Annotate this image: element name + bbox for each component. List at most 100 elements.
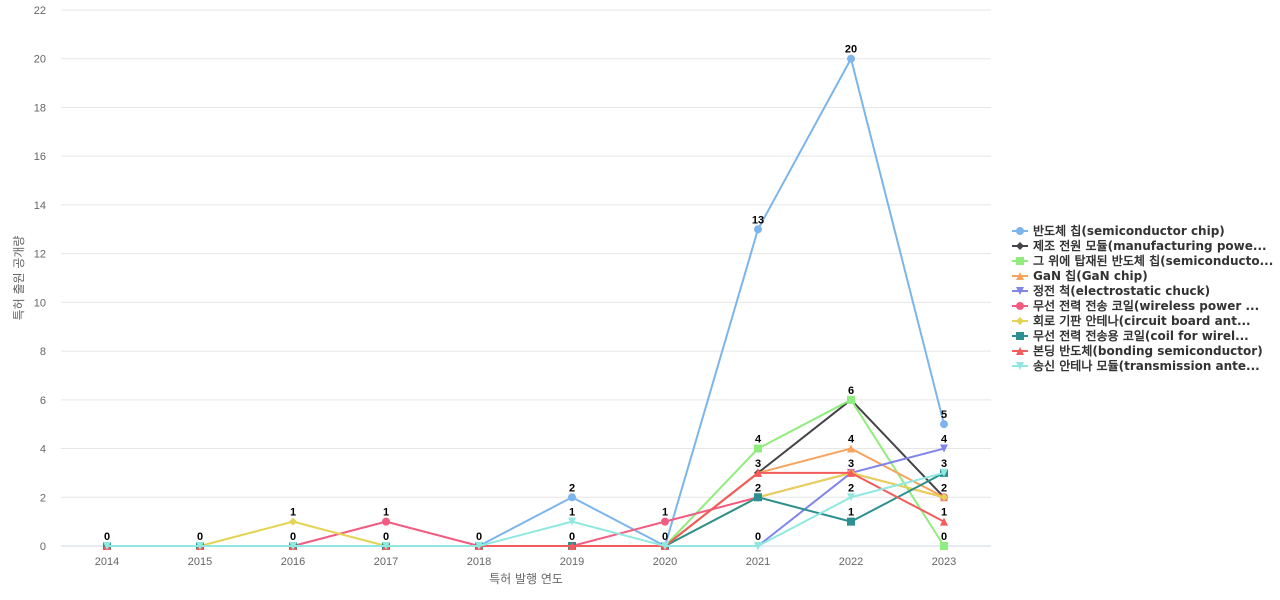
data-point bbox=[940, 444, 948, 453]
data-label: 0 bbox=[290, 531, 296, 543]
legend-marker bbox=[1016, 332, 1024, 340]
legend-item[interactable]: 반도체 칩(semiconductor chip) bbox=[1012, 223, 1225, 238]
legend-item[interactable]: 정전 척(electrostatic chuck) bbox=[1012, 283, 1210, 298]
data-point bbox=[940, 420, 948, 429]
data-label: 13 bbox=[752, 214, 764, 226]
data-point bbox=[103, 542, 111, 550]
legend-marker bbox=[1016, 287, 1024, 295]
legend-marker bbox=[1016, 272, 1024, 280]
data-point bbox=[940, 468, 948, 477]
data-point bbox=[940, 517, 948, 526]
data-label: 3 bbox=[848, 458, 854, 470]
data-point bbox=[661, 542, 669, 550]
legend-marker bbox=[1016, 347, 1024, 355]
legend-item[interactable]: 제조 전원 모듈(manufacturing powe... bbox=[1012, 238, 1267, 253]
legend-item[interactable]: GaN 칩(GaN chip) bbox=[1012, 268, 1148, 283]
data-label: 1 bbox=[848, 507, 854, 519]
x-tick-label: 2017 bbox=[374, 556, 398, 568]
x-axis-title: 특허 발행 연도 bbox=[489, 571, 563, 586]
data-label: 1 bbox=[569, 507, 575, 519]
x-tick-label: 2021 bbox=[746, 556, 770, 568]
legend-label: 그 위에 탑재된 반도체 칩(semiconducto... bbox=[1033, 253, 1273, 268]
y-tick-label: 10 bbox=[34, 297, 46, 309]
series-lines bbox=[103, 54, 948, 550]
data-point bbox=[940, 493, 948, 502]
data-label: 4 bbox=[848, 434, 855, 446]
legend-marker bbox=[1016, 317, 1024, 325]
legend-item[interactable]: 무선 전력 전송용 코일(coil for wirel... bbox=[1012, 328, 1249, 343]
data-point bbox=[847, 468, 855, 477]
x-tick-label: 2016 bbox=[281, 556, 305, 568]
x-tick-label: 2015 bbox=[188, 556, 212, 568]
series-7 bbox=[103, 468, 948, 550]
data-point bbox=[754, 468, 762, 477]
legend-marker bbox=[1016, 227, 1024, 235]
legend-label: 정전 척(electrostatic chuck) bbox=[1033, 283, 1210, 298]
legend-item[interactable]: 본딩 반도체(bonding semiconductor) bbox=[1012, 343, 1263, 358]
data-label: 2 bbox=[941, 482, 947, 494]
legend-item[interactable]: 회로 기판 안테나(circuit board ant... bbox=[1012, 313, 1251, 328]
y-tick-label: 6 bbox=[40, 395, 46, 407]
data-label: 2 bbox=[755, 482, 761, 494]
grid-lines bbox=[61, 9, 991, 547]
legend-label: 본딩 반도체(bonding semiconductor) bbox=[1033, 343, 1263, 358]
y-tick-label: 8 bbox=[40, 346, 46, 358]
legend-label: 회로 기판 안테나(circuit board ant... bbox=[1033, 313, 1251, 328]
data-label: 2 bbox=[848, 482, 854, 494]
series-line bbox=[107, 471, 945, 547]
data-point bbox=[475, 542, 483, 550]
series-line bbox=[107, 472, 945, 547]
y-tick-label: 4 bbox=[40, 444, 46, 456]
legend-item[interactable]: 송신 안테나 모듈(transmission ante... bbox=[1012, 358, 1260, 373]
data-label: 3 bbox=[941, 458, 947, 470]
legend-label: 무선 전력 전송 코일(wireless power ... bbox=[1033, 298, 1259, 313]
data-label: 0 bbox=[662, 531, 668, 543]
y-tick-label: 2 bbox=[40, 492, 46, 504]
legend-item[interactable]: 그 위에 탑재된 반도체 칩(semiconducto... bbox=[1012, 253, 1273, 268]
data-label: 1 bbox=[941, 507, 947, 519]
data-point bbox=[847, 444, 855, 453]
x-tick-label: 2022 bbox=[839, 556, 863, 568]
data-label: 2 bbox=[569, 482, 575, 494]
data-point bbox=[847, 493, 855, 502]
data-label: 0 bbox=[476, 531, 482, 543]
y-tick-label: 0 bbox=[40, 541, 46, 553]
data-point bbox=[289, 542, 297, 550]
data-label: 0 bbox=[104, 531, 110, 543]
x-tick-label: 2019 bbox=[560, 556, 584, 568]
data-point bbox=[661, 517, 669, 526]
data-point bbox=[568, 542, 576, 550]
data-label: 1 bbox=[290, 507, 296, 519]
data-label: 0 bbox=[197, 531, 203, 543]
data-label: 3 bbox=[755, 458, 761, 470]
legend-marker bbox=[1016, 257, 1024, 265]
data-point bbox=[754, 542, 762, 550]
data-label: 0 bbox=[941, 531, 947, 543]
legend-label: 제조 전원 모듈(manufacturing powe... bbox=[1033, 238, 1267, 253]
x-tick-label: 2014 bbox=[95, 556, 119, 568]
x-tick-label: 2020 bbox=[653, 556, 677, 568]
y-axis-title: 특허 출원 공개량 bbox=[12, 236, 26, 321]
series-10 bbox=[103, 468, 948, 550]
legend-marker bbox=[1016, 302, 1024, 310]
legend-item[interactable]: 무선 전력 전송 코일(wireless power ... bbox=[1012, 298, 1259, 313]
data-label: 0 bbox=[755, 531, 761, 543]
data-point bbox=[568, 493, 576, 502]
y-tick-label: 22 bbox=[34, 5, 46, 17]
legend-label: 송신 안테나 모듈(transmission ante... bbox=[1033, 358, 1260, 373]
x-tick-label: 2018 bbox=[467, 556, 491, 568]
data-point bbox=[754, 444, 762, 453]
y-tick-label: 14 bbox=[34, 200, 46, 212]
legend-marker bbox=[1016, 362, 1024, 370]
y-tick-label: 20 bbox=[34, 54, 46, 66]
data-point bbox=[754, 493, 762, 502]
data-label: 6 bbox=[848, 385, 854, 397]
data-label: 20 bbox=[845, 44, 857, 56]
series-line bbox=[107, 471, 945, 547]
data-point bbox=[568, 517, 576, 526]
legend-marker bbox=[1016, 242, 1024, 250]
data-point bbox=[754, 225, 762, 234]
